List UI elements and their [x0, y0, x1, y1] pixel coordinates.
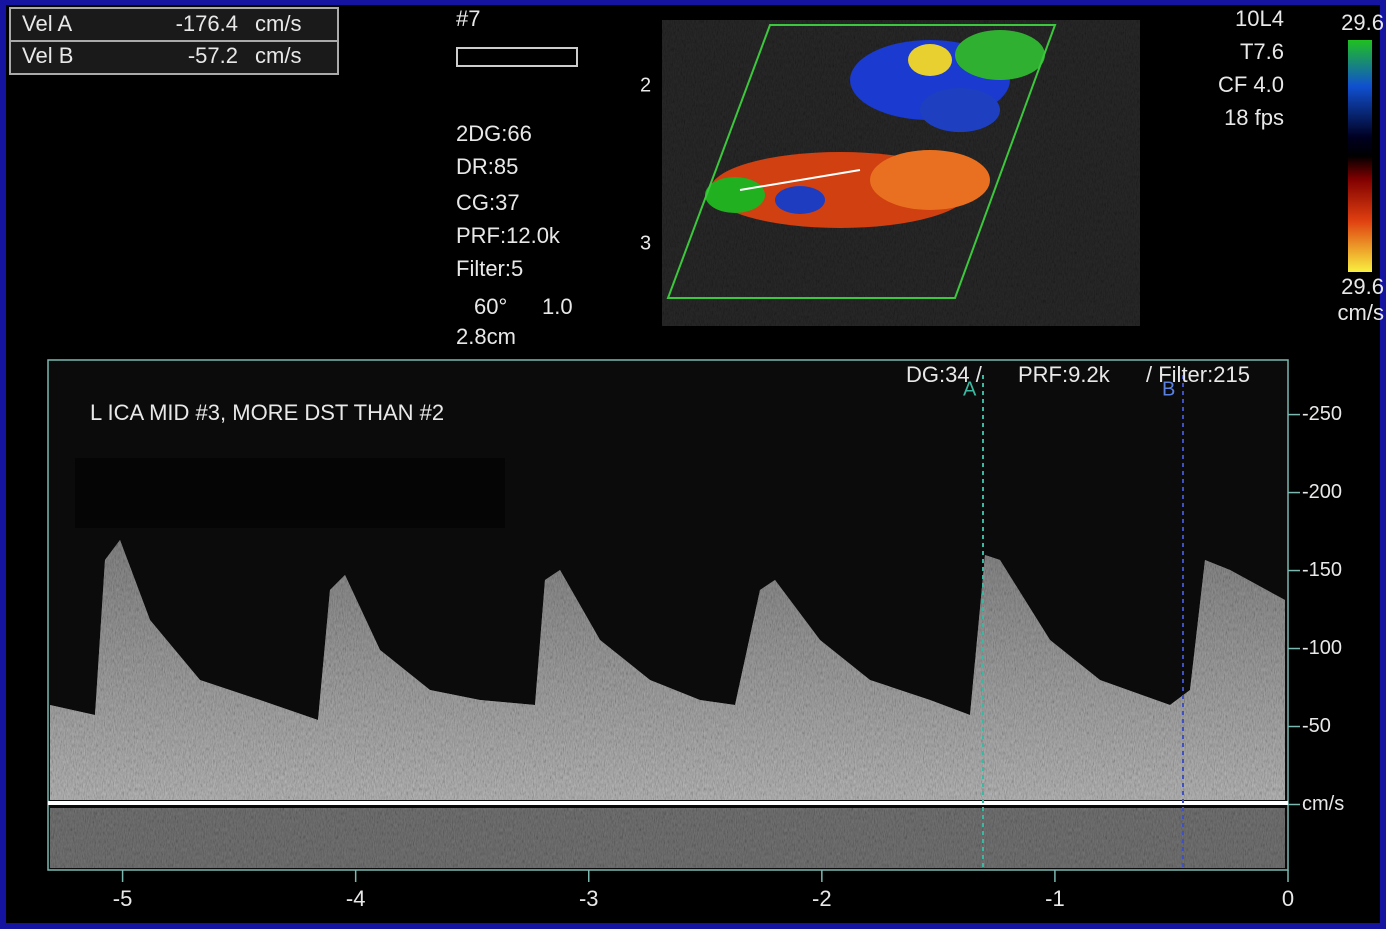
- vel-label: Vel A: [22, 11, 72, 36]
- y-tick-label: -200: [1302, 481, 1342, 503]
- y-tick-label: -250: [1302, 403, 1342, 425]
- setting: PRF:12.0k: [456, 223, 561, 248]
- x-tick-label: -2: [812, 886, 832, 911]
- flow-blob: [870, 150, 990, 210]
- probe: 18 fps: [1224, 105, 1284, 130]
- flow-blob: [705, 177, 765, 213]
- marker: 2: [640, 74, 651, 96]
- x-tick-label: 0: [1282, 886, 1294, 911]
- depth: 2.8cm: [456, 324, 516, 349]
- color-scale-bottom: 29.6: [1341, 274, 1384, 299]
- color-scale-unit: cm/s: [1338, 300, 1384, 325]
- flow-blob: [775, 186, 825, 214]
- x-tick-label: -3: [579, 886, 599, 911]
- angle: 60°: [474, 294, 507, 319]
- page: Vel A -176.4 cm/s Vel B -57.2 cm/s #7 2D…: [0, 0, 1386, 929]
- angle-scale: 1.0: [542, 294, 573, 319]
- spectral-setting: PRF:9.2k: [1018, 362, 1111, 387]
- flow-blob: [908, 44, 952, 76]
- x-tick-label: -5: [113, 886, 133, 911]
- spectral-reverse: [50, 808, 1285, 868]
- y-tick-label: -100: [1302, 637, 1342, 659]
- probe: 10L4: [1235, 6, 1284, 31]
- flow-blob: [955, 30, 1045, 80]
- color-scale-top: 29.6: [1341, 10, 1384, 35]
- y-tick-label: cm/s: [1302, 793, 1344, 815]
- x-tick-label: -1: [1045, 886, 1065, 911]
- flow-blob: [920, 88, 1000, 132]
- frame-number: #7: [456, 6, 480, 31]
- color-bar: [1348, 40, 1372, 272]
- spectral-setting: / Filter:215: [1146, 362, 1250, 387]
- setting: CG:37: [456, 190, 520, 215]
- setting: 2DG:66: [456, 121, 532, 146]
- vel-value: -57.2: [188, 43, 238, 68]
- vel-value: -176.4: [176, 11, 238, 36]
- y-tick-label: -150: [1302, 559, 1342, 581]
- vel-label: Vel B: [22, 43, 73, 68]
- spectral-setting: DG:34 /: [906, 362, 983, 387]
- vel-unit: cm/s: [255, 11, 301, 36]
- y-tick-label: -50: [1302, 715, 1331, 737]
- vel-unit: cm/s: [255, 43, 301, 68]
- setting: Filter:5: [456, 256, 523, 281]
- annotation: L ICA MID #3, MORE DST THAN #2: [90, 400, 444, 425]
- screen: Vel A -176.4 cm/s Vel B -57.2 cm/s #7 2D…: [0, 0, 1386, 929]
- blank-box: [75, 458, 505, 528]
- setting: DR:85: [456, 154, 518, 179]
- probe: T7.6: [1240, 39, 1284, 64]
- x-tick-label: -4: [346, 886, 366, 911]
- probe: CF 4.0: [1218, 72, 1284, 97]
- marker: 3: [640, 232, 651, 254]
